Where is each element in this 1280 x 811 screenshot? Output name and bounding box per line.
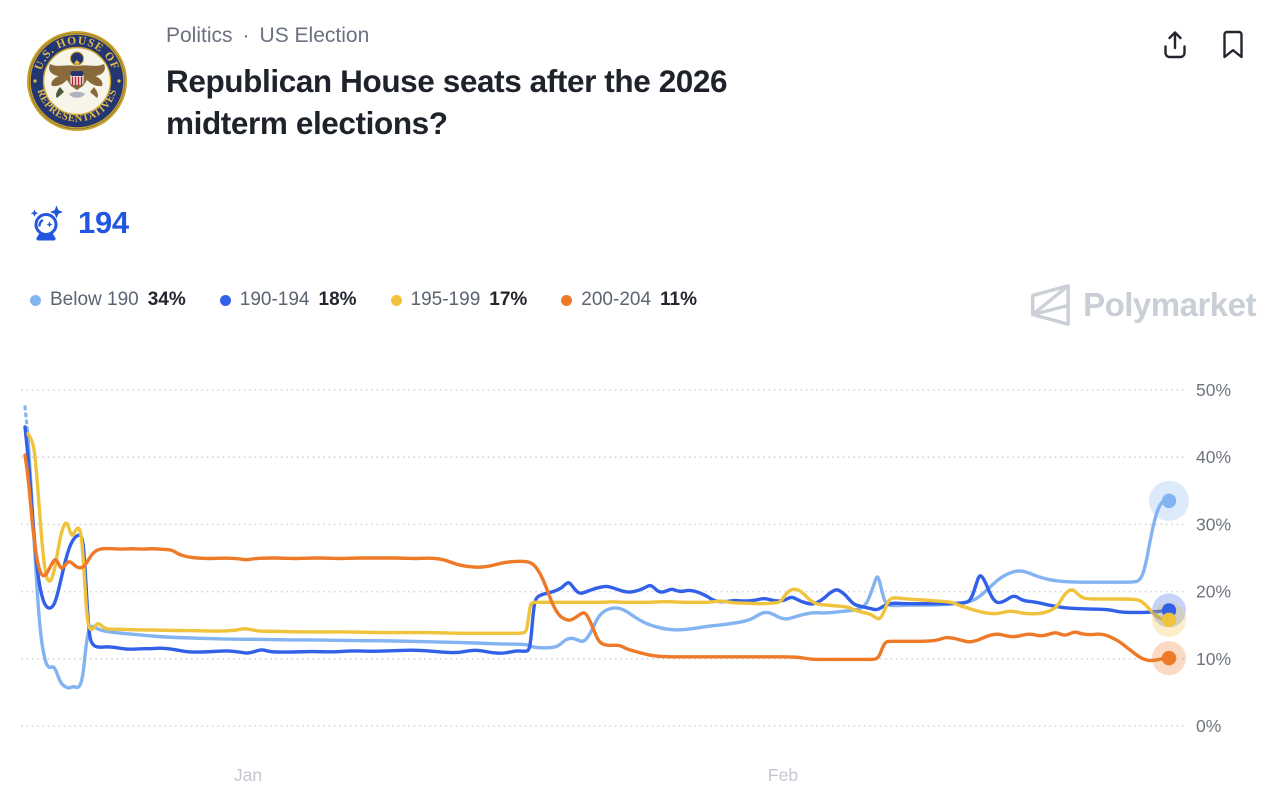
y-axis-tick-label: 30% — [1196, 514, 1231, 534]
series-line — [23, 453, 1169, 663]
market-logo: U.S. HOUSE OF REPRESENTATIVES — [26, 30, 128, 132]
series-end-halo — [1149, 480, 1189, 521]
legend-item-below-190[interactable]: Below 190 34% — [30, 289, 186, 311]
breadcrumb: Politics · US Election — [166, 24, 369, 48]
forecast-value: 194 — [78, 205, 129, 240]
legend-label: 200-204 — [581, 289, 652, 310]
page-title-line1: Republican House seats after the 2026 — [166, 63, 728, 99]
legend-label: 190-194 — [239, 289, 310, 310]
series-line — [23, 425, 1169, 655]
series-end-dot — [1161, 493, 1177, 509]
legend-value: 18% — [318, 289, 357, 310]
legend-item-195-199[interactable]: 195-199 17% — [390, 289, 528, 311]
chart-legend: Below 190 34% 190-194 18% 195-199 17% 20… — [30, 289, 697, 311]
us-house-seal-icon: U.S. HOUSE OF REPRESENTATIVES — [27, 31, 127, 131]
series-end-halo — [1152, 593, 1186, 628]
header-actions — [1156, 25, 1250, 65]
legend-label: Below 190 — [50, 289, 139, 310]
series-end-dot — [1161, 603, 1177, 618]
legend-value: 17% — [489, 289, 528, 310]
x-axis-tick-label: Jan — [234, 765, 262, 785]
breadcrumb-politics[interactable]: Politics — [166, 24, 233, 47]
series-line — [23, 405, 30, 432]
breadcrumb-us-election[interactable]: US Election — [259, 24, 370, 47]
forecast-row: 194 — [28, 204, 129, 242]
polymarket-logo-icon — [1031, 284, 1070, 326]
series-end-dot — [1161, 612, 1177, 628]
page-title: Republican House seats after the 2026 mi… — [166, 60, 966, 144]
legend-item-200-204[interactable]: 200-204 11% — [561, 289, 697, 311]
legend-dot-195-199 — [390, 294, 402, 306]
legend-dot-200-204 — [561, 294, 573, 306]
crystal-ball-icon — [30, 205, 63, 241]
polymarket-wordmark: Polymarket — [1083, 286, 1256, 323]
polymarket-watermark: Polymarket — [1025, 282, 1256, 328]
y-axis-tick-label: 20% — [1196, 582, 1231, 602]
breadcrumb-separator: · — [242, 24, 250, 47]
legend-dot-below-190 — [30, 294, 41, 306]
legend-item-190-194[interactable]: 190-194 18% — [219, 289, 357, 311]
legend-label: 195-199 — [410, 289, 481, 310]
series-end-halo — [1152, 602, 1186, 637]
bookmark-icon — [1223, 30, 1243, 59]
legend-dot-190-194 — [219, 294, 231, 306]
series-end-halo — [1152, 641, 1186, 676]
legend-value: 34% — [147, 289, 186, 310]
y-axis-tick-label: 40% — [1196, 447, 1231, 467]
series-line — [25, 428, 1169, 690]
y-axis-tick-label: 0% — [1196, 716, 1221, 736]
series-line — [26, 431, 1169, 635]
share-button[interactable] — [1156, 25, 1194, 65]
page-title-line2: midterm elections? — [166, 105, 448, 141]
y-axis-tick-label: 10% — [1196, 649, 1231, 669]
y-axis-tick-label: 50% — [1196, 380, 1231, 400]
share-icon — [1164, 31, 1186, 59]
x-axis-tick-label: Feb — [768, 765, 798, 785]
bookmark-button[interactable] — [1216, 25, 1250, 65]
series-end-dot — [1161, 650, 1177, 666]
legend-value: 11% — [660, 289, 698, 310]
